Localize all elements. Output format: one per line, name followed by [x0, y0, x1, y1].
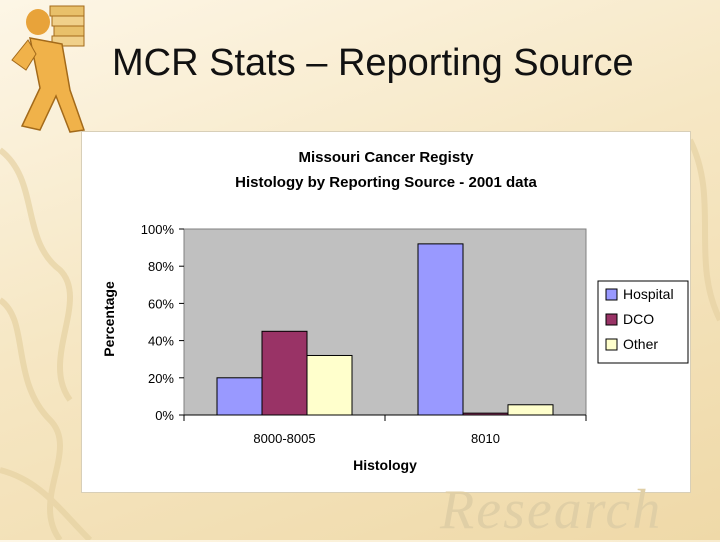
x-tick-label: 8010	[471, 431, 500, 446]
bar-other	[507, 404, 554, 416]
chart-title-line-2: Histology by Reporting Source - 2001 dat…	[235, 174, 537, 191]
background-swirls	[0, 138, 720, 540]
legend-swatch-other	[605, 338, 618, 351]
y-tick-label: 60%	[148, 296, 174, 311]
legend-label-other: Other	[623, 336, 658, 352]
bar-hospital	[417, 243, 464, 416]
x-tick-label: 8000-8005	[253, 431, 315, 446]
chart-panel: Missouri Cancer Registy Histology by Rep…	[82, 132, 690, 492]
scholar-figure-icon	[11, 5, 86, 133]
bar-hospital	[216, 377, 263, 416]
bar-other	[306, 354, 353, 416]
y-axis-label: Percentage	[101, 281, 117, 357]
y-tick-label: 80%	[148, 259, 174, 274]
chart-title-line-1: Missouri Cancer Registy	[298, 149, 474, 166]
x-axis-label: Histology	[353, 457, 417, 473]
y-tick-label: 40%	[148, 334, 174, 349]
legend-label-hospital: Hospital	[623, 286, 674, 302]
watermark-text: Research	[440, 479, 663, 541]
y-tick-label: 20%	[148, 371, 174, 386]
slide-title: MCR Stats – Reporting Source	[112, 42, 634, 84]
legend-label-dco: DCO	[623, 311, 654, 327]
y-axis: 0% 20% 40% 60% 80% 100%	[141, 222, 184, 423]
y-tick-label: 0%	[155, 408, 174, 423]
legend-swatch-dco	[605, 313, 618, 326]
bar-chart: Missouri Cancer Registy Histology by Rep…	[101, 149, 689, 473]
y-tick-label: 100%	[141, 222, 175, 237]
legend: Hospital DCO Other	[605, 286, 674, 352]
legend-swatch-hospital	[605, 288, 618, 301]
x-axis: 8000-8005 8010	[183, 414, 587, 446]
bar-series	[216, 243, 554, 416]
bar-dco	[261, 330, 308, 416]
